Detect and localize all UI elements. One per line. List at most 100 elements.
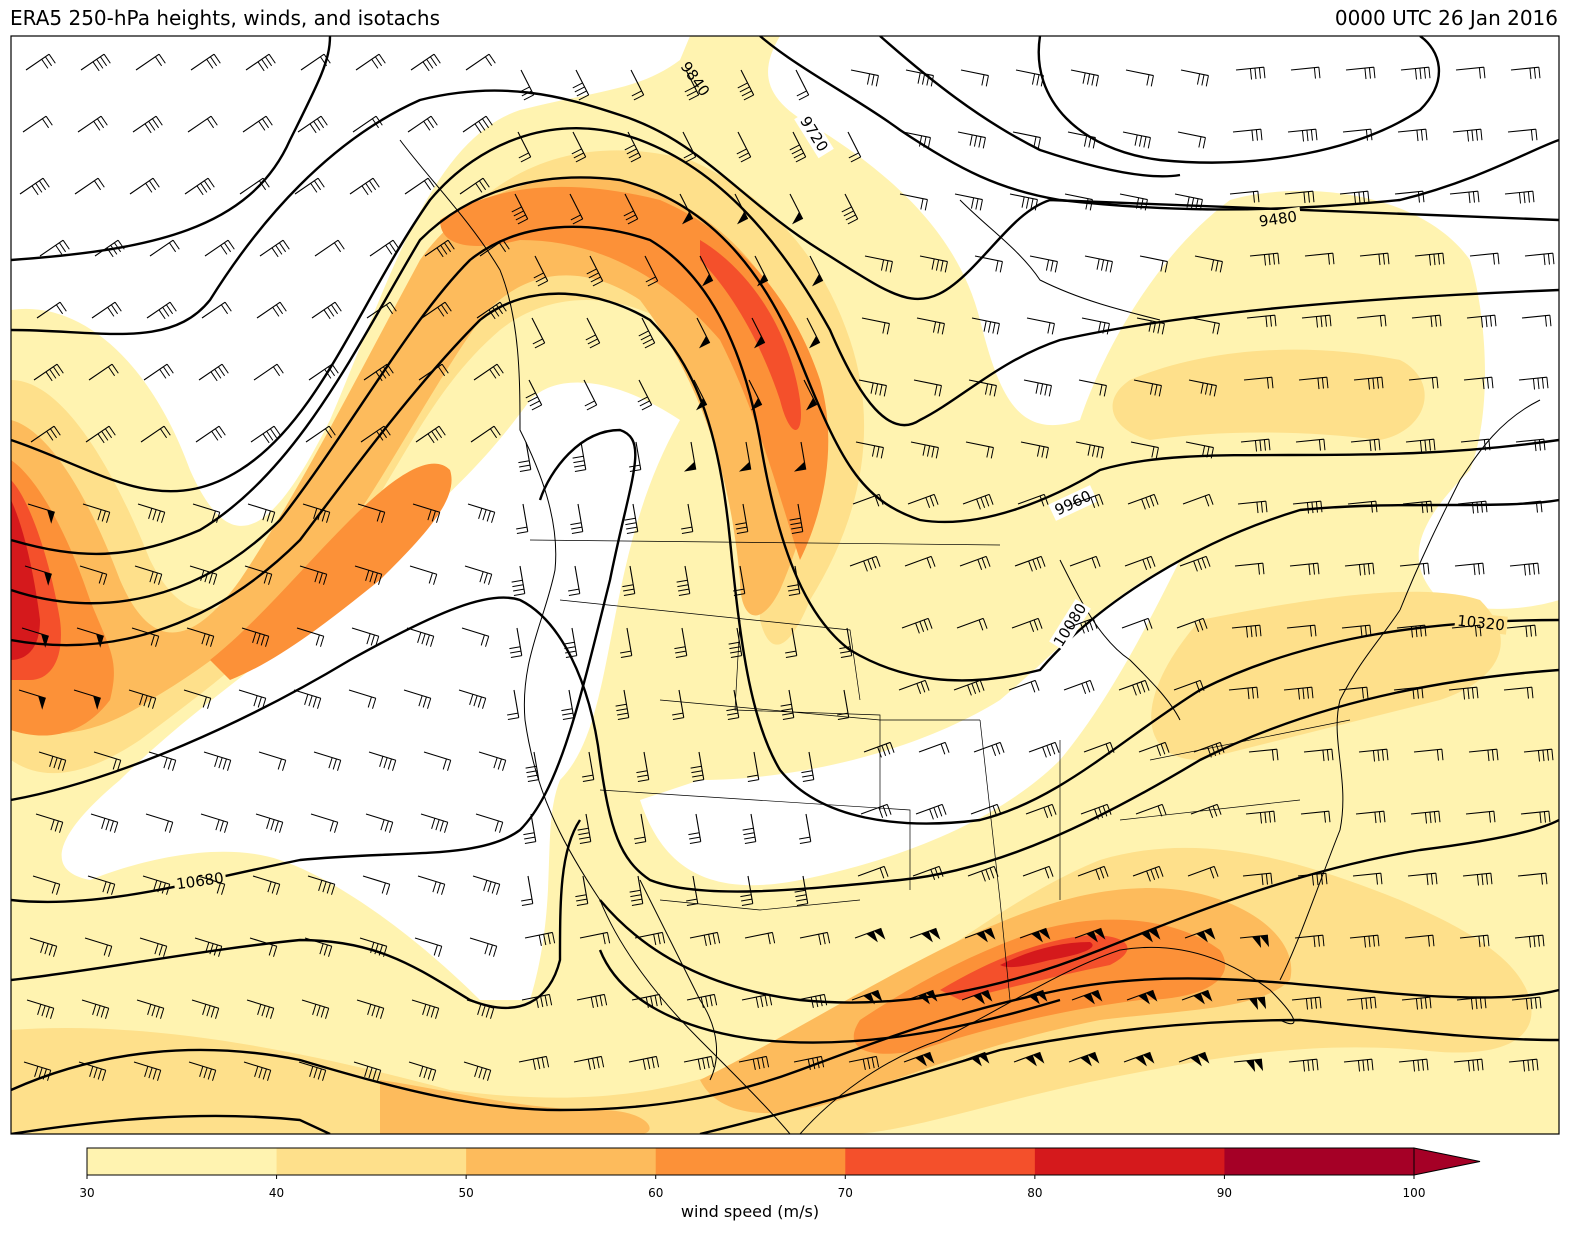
- wind-barb: [686, 875, 699, 906]
- wind-barb: [1246, 314, 1277, 328]
- wind-barb: [1178, 1051, 1210, 1067]
- wind-barb: [699, 255, 714, 287]
- wind-barb: [747, 751, 760, 782]
- wind-barb: [1177, 131, 1206, 149]
- wind-barb: [905, 69, 934, 87]
- wind-barb: [954, 193, 983, 211]
- wind-barb: [634, 813, 647, 844]
- wind-barb: [738, 441, 752, 472]
- wind-barb: [958, 1051, 990, 1067]
- wind-barb: [348, 689, 377, 709]
- wind-barb: [681, 503, 694, 534]
- wind-barb: [971, 317, 1000, 335]
- wind-barb: [849, 555, 881, 572]
- wind-barb: [1503, 686, 1534, 699]
- wind-barb: [956, 617, 988, 631]
- wind-barb: [1341, 624, 1372, 638]
- coastlines: [399, 139, 1541, 1134]
- wind-barb: [636, 751, 650, 782]
- wind-barb: [1294, 934, 1325, 948]
- wind-barb: [1185, 441, 1214, 459]
- wind-barb: [696, 317, 711, 349]
- wind-barb: [253, 363, 284, 381]
- wind-barb: [1174, 193, 1203, 211]
- wind-barb: [415, 425, 446, 444]
- wind-barb: [410, 53, 441, 72]
- wind-barb: [469, 937, 498, 957]
- wind-barb: [1289, 562, 1320, 576]
- wind-barb: [1013, 1051, 1045, 1067]
- wind-barb: [412, 503, 441, 523]
- wind-barb: [142, 875, 171, 895]
- wind-barb: [21, 627, 49, 648]
- wind-barb: [1508, 1058, 1539, 1072]
- wind-barb: [1234, 562, 1265, 575]
- wind-barb: [850, 69, 879, 87]
- wind-barb: [1064, 193, 1093, 211]
- wind-barb: [1353, 376, 1384, 390]
- wind-barb: [1459, 934, 1490, 948]
- wind-barb: [36, 301, 67, 319]
- wind-barb: [1015, 69, 1044, 87]
- wind-barb: [785, 627, 798, 658]
- wind-barb: [200, 813, 229, 833]
- wind-barb: [203, 751, 232, 771]
- wind-barb: [1283, 686, 1314, 700]
- wind-barb: [787, 565, 801, 596]
- wind-barb: [1240, 438, 1271, 452]
- contour-labels: 9840 9720 9480 9960 10080 10320 10680: [173, 54, 1508, 894]
- wind-barb: [146, 301, 177, 320]
- wind-barb: [863, 741, 895, 758]
- wind-barb: [1290, 66, 1321, 79]
- colorbar-label: wind speed (m/s): [680, 1202, 820, 1221]
- wind-barb: [194, 937, 223, 957]
- wind-barb: [22, 115, 53, 133]
- wind-barb: [1228, 686, 1259, 700]
- valid-time: 0000 UTC 26 Jan 2016: [1334, 6, 1558, 30]
- wind-barb: [1287, 128, 1318, 142]
- wind-barb: [1304, 252, 1335, 265]
- wind-barb: [302, 503, 331, 523]
- wind-barb: [1469, 252, 1500, 265]
- wind-barb: [73, 689, 101, 710]
- wind-barb: [1352, 872, 1383, 885]
- wind-barb: [748, 379, 763, 411]
- wind-barb: [848, 1055, 880, 1070]
- wind-barb: [1191, 317, 1220, 335]
- wind-barb: [195, 425, 226, 443]
- wind-barb: [854, 927, 886, 943]
- wind-barb: [1338, 686, 1369, 699]
- wind-barb: [1239, 934, 1270, 948]
- wind-barb: [509, 627, 523, 658]
- wind-barb: [363, 363, 394, 382]
- wind-barb: [349, 177, 380, 196]
- wind-barb: [29, 937, 58, 957]
- wind-barb: [683, 1055, 715, 1070]
- wind-barb: [1231, 624, 1262, 638]
- wind-barb: [362, 875, 391, 895]
- wind-barb: [1456, 996, 1487, 1010]
- wind-barb: [465, 53, 496, 71]
- wind-barb: [461, 627, 490, 647]
- wind-barb: [190, 53, 221, 71]
- wind-barb: [1019, 927, 1051, 943]
- wind-barb: [519, 69, 535, 101]
- wind-barb: [676, 565, 691, 596]
- wind-barb: [1025, 803, 1057, 818]
- colorbar-tick-label: 100: [1402, 1186, 1426, 1200]
- wind-barb: [1295, 438, 1326, 451]
- wind-barb: [408, 1061, 437, 1081]
- colorbar-tick-label: 30: [79, 1186, 95, 1200]
- wind-barb: [912, 865, 944, 880]
- wind-barb: [1118, 679, 1150, 696]
- wind-barb: [1515, 438, 1546, 452]
- wind-barb: [310, 813, 339, 833]
- wind-barb: [1173, 679, 1205, 693]
- wind-barb: [672, 689, 685, 720]
- colorbar-extend-arrow: [1413, 1147, 1481, 1176]
- wind-barb: [1184, 927, 1216, 943]
- wind-barb: [255, 813, 284, 833]
- wind-barb: [615, 689, 630, 720]
- wind-barb: [1245, 810, 1276, 824]
- wind-barb: [572, 69, 590, 101]
